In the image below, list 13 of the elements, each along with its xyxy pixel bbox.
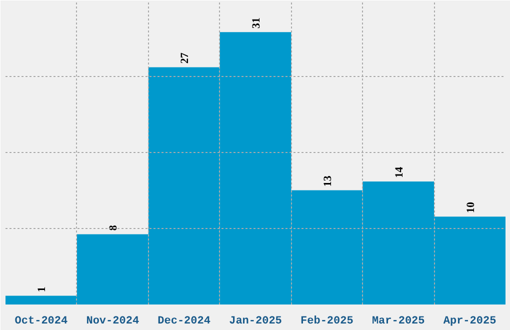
x-tick-label: Apr-2025 bbox=[443, 316, 497, 328]
x-tick-label: Jan-2025 bbox=[229, 316, 282, 328]
x-tick-label: Dec-2024 bbox=[158, 316, 211, 328]
data-label: 1 bbox=[36, 286, 48, 292]
x-tick-label: Oct-2024 bbox=[14, 316, 68, 328]
x-tick-label: Nov-2024 bbox=[86, 316, 140, 328]
x-tick-label: Mar-2025 bbox=[372, 316, 426, 328]
data-label: 14 bbox=[393, 166, 406, 178]
data-label: 13 bbox=[322, 175, 334, 187]
data-label: 27 bbox=[179, 52, 192, 64]
data-label: 31 bbox=[250, 17, 262, 28]
data-label: 10 bbox=[464, 201, 477, 213]
x-tick-label: Feb-2025 bbox=[300, 316, 354, 328]
